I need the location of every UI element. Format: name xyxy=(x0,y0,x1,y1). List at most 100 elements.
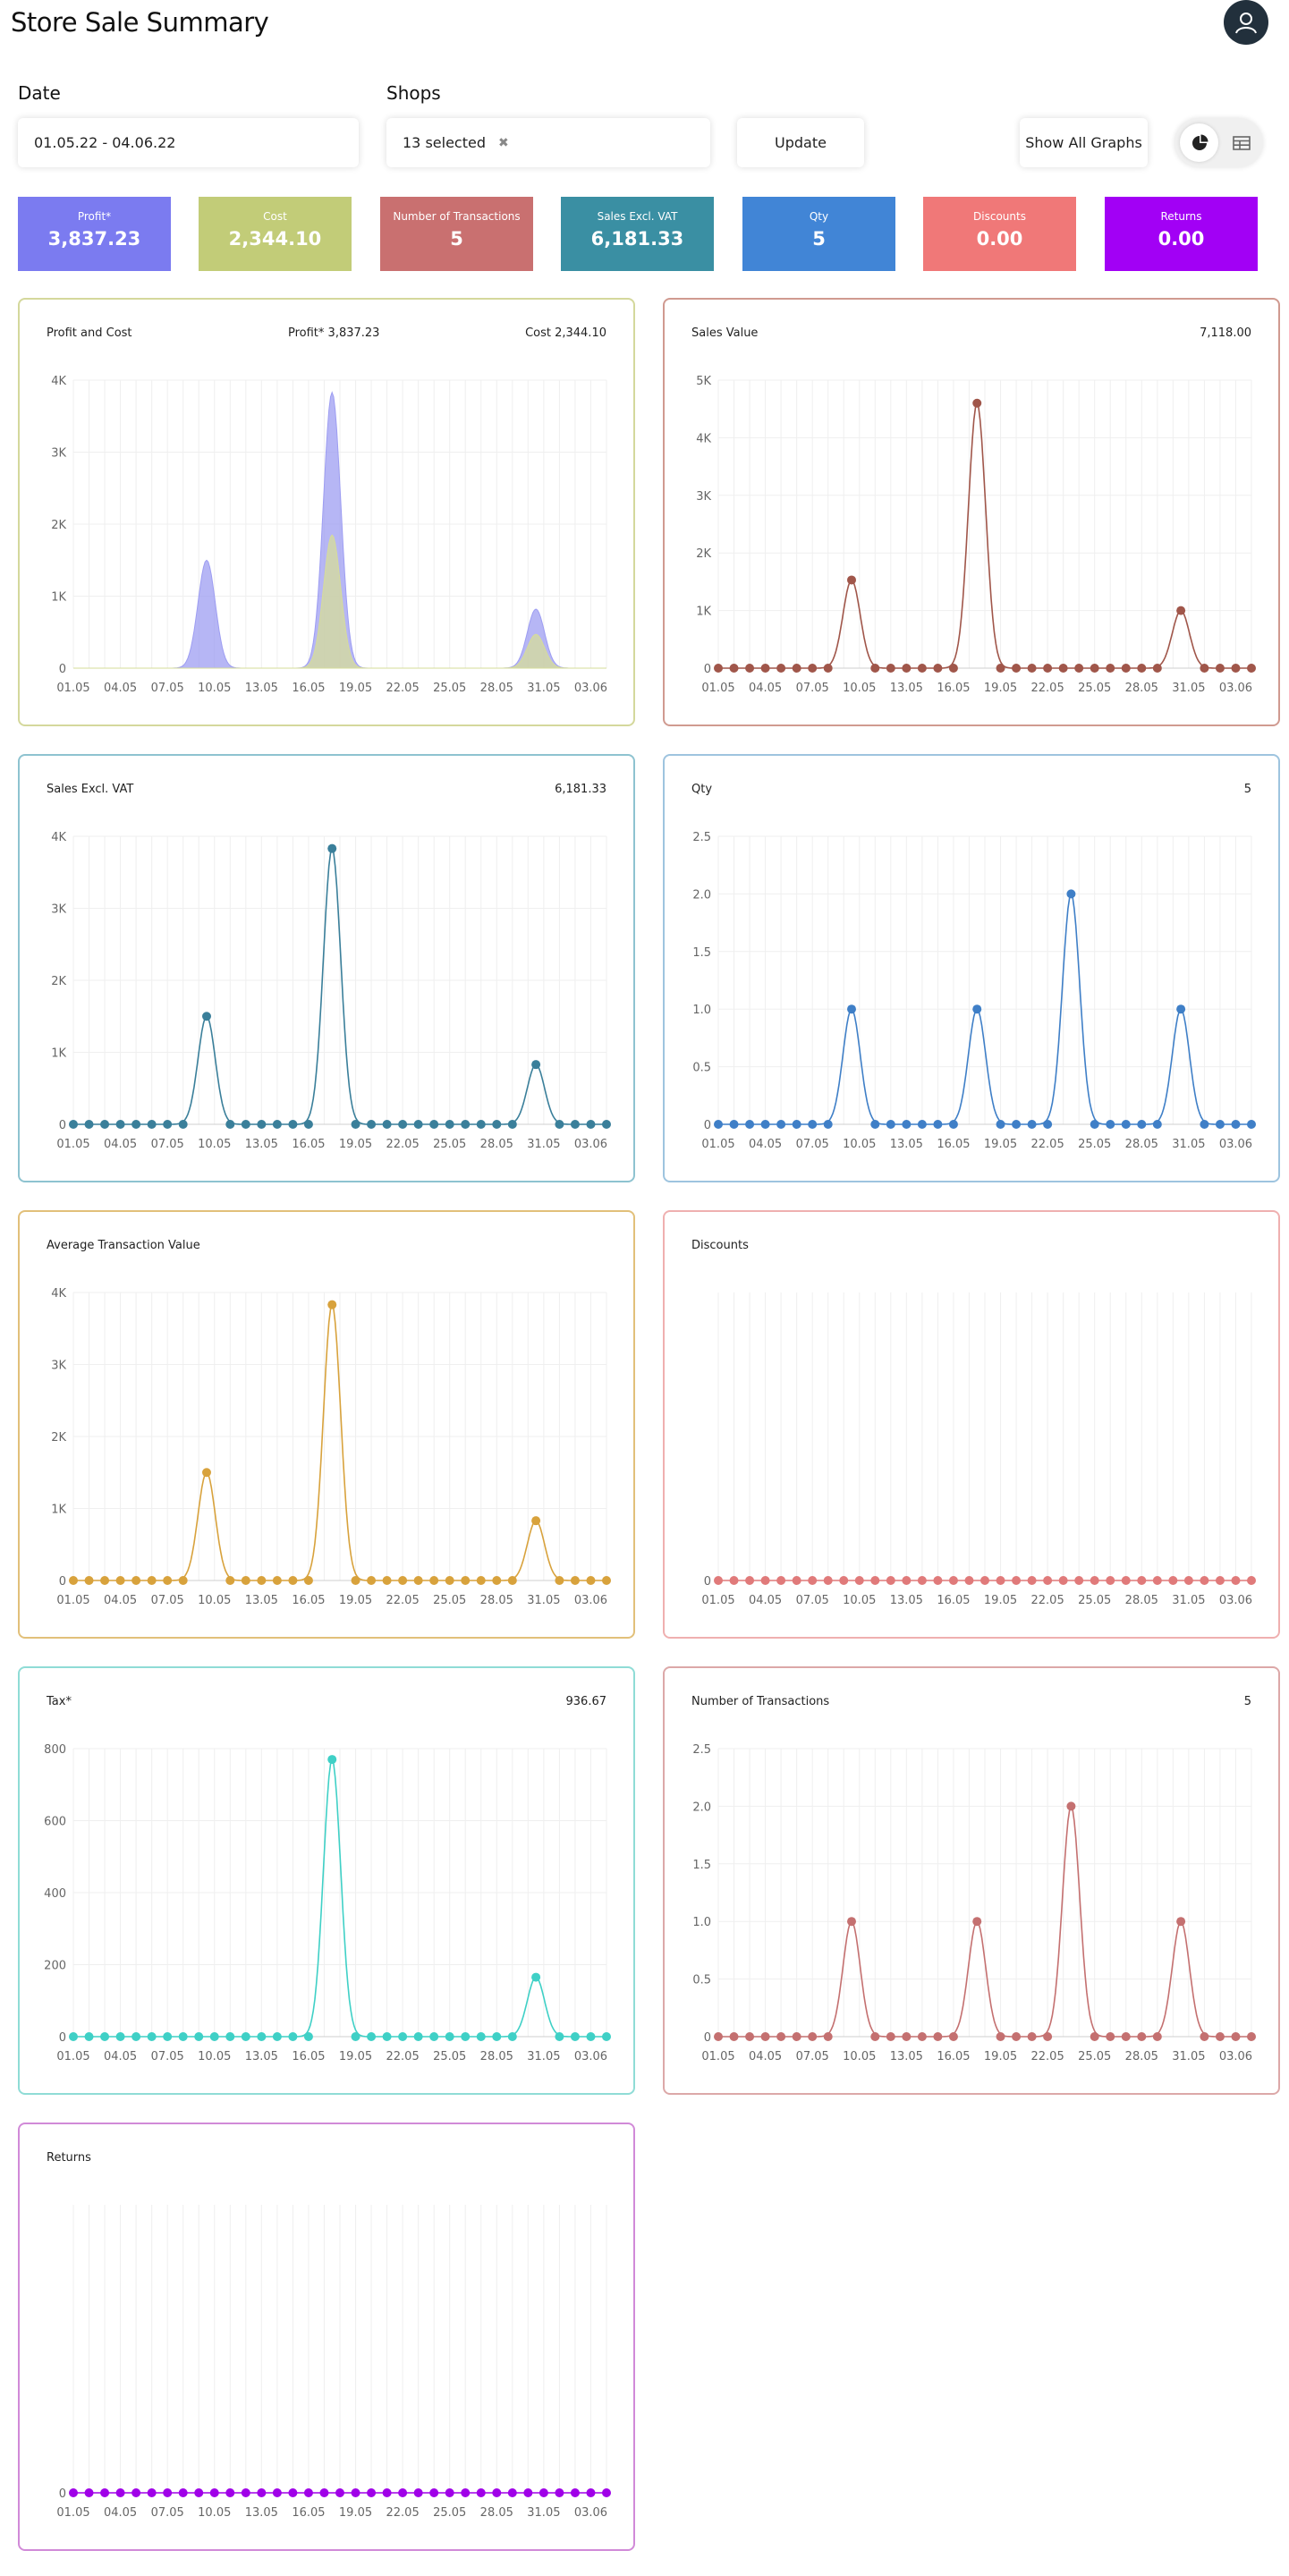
data-point xyxy=(1012,1576,1022,1585)
kpi-label: Qty xyxy=(809,210,829,223)
x-tick-label: 03.06 xyxy=(1219,2050,1252,2063)
chart-panel-average-transaction-value[interactable]: Average Transaction Value 0 1K 2K 3K 4K 01.05 0… xyxy=(18,1210,635,1639)
kpi-card-qty[interactable]: Qty 5 xyxy=(742,197,895,271)
chart-panel-tax[interactable]: Tax* 936.67 0 200 400 600 800 01.05 04.05 07.05 10… xyxy=(18,1666,635,2095)
data-point xyxy=(209,2488,219,2497)
data-point xyxy=(964,1576,974,1585)
data-point xyxy=(933,664,943,673)
y-tick-label: 2.0 xyxy=(692,888,711,902)
kpi-value: 0.00 xyxy=(976,228,1023,250)
data-point xyxy=(327,1755,337,1765)
chart-total: 936.67 xyxy=(565,1695,607,1708)
data-point xyxy=(808,1120,818,1129)
data-point xyxy=(996,664,1005,673)
data-point xyxy=(1090,664,1099,673)
chart-plot: 0 0.5 1.0 1.5 2.0 2.5 01.05 04.05 07.05 10.05 13.0… xyxy=(692,1743,1256,2063)
shops-select[interactable]: 13 selected ✖ xyxy=(386,118,710,167)
data-point xyxy=(69,2032,78,2041)
data-point xyxy=(492,1576,502,1585)
pie-chart-icon[interactable] xyxy=(1180,123,1218,162)
data-point xyxy=(241,1120,250,1129)
data-point xyxy=(288,1576,298,1585)
table-icon[interactable] xyxy=(1225,123,1259,162)
avatar-button[interactable] xyxy=(1224,0,1268,45)
x-tick-label: 28.05 xyxy=(1125,1594,1158,1607)
data-point xyxy=(1200,664,1209,673)
x-tick-label: 07.05 xyxy=(151,682,184,695)
kpi-label: Sales Excl. VAT xyxy=(597,210,678,223)
data-point xyxy=(823,2032,833,2041)
data-point xyxy=(100,2032,110,2041)
data-point xyxy=(100,2488,110,2497)
x-tick-label: 16.05 xyxy=(937,1138,970,1151)
y-tick-label: 1.0 xyxy=(692,1004,711,1017)
chart-panel-number-of-transactions[interactable]: Number of Transactions 5 0 0.5 1.0 1.5 2.0 2.5 0… xyxy=(663,1666,1280,2095)
y-tick-label: 2.5 xyxy=(692,1743,711,1757)
data-point xyxy=(1176,606,1186,615)
data-point xyxy=(507,1120,517,1129)
update-button[interactable]: Update xyxy=(737,118,864,167)
data-point xyxy=(745,664,755,673)
data-point xyxy=(972,398,982,408)
chart-panel-discounts[interactable]: Discounts 0 01.05 04.05 07.05 10.05 13.05 16.05… xyxy=(663,1210,1280,1639)
x-tick-label: 25.05 xyxy=(433,682,466,695)
chart-panel-returns[interactable]: Returns 0 01.05 04.05 07.05 10.05 13.05 16.05 19… xyxy=(18,2123,635,2551)
data-point xyxy=(1215,664,1225,673)
kpi-card-profit[interactable]: Profit* 3,837.23 xyxy=(18,197,171,271)
data-point xyxy=(948,1120,958,1129)
data-point xyxy=(745,1120,755,1129)
x-tick-label: 22.05 xyxy=(1031,1138,1064,1151)
data-point xyxy=(131,1120,141,1129)
page-title: Store Sale Summary xyxy=(11,7,269,38)
x-tick-label: 22.05 xyxy=(386,1138,420,1151)
data-point xyxy=(288,2488,298,2497)
kpi-card-returns[interactable]: Returns 0.00 xyxy=(1105,197,1258,271)
data-point xyxy=(115,2488,125,2497)
x-tick-label: 01.05 xyxy=(701,1594,734,1607)
data-point xyxy=(745,1576,755,1585)
data-point xyxy=(1066,889,1076,899)
clear-icon[interactable]: ✖ xyxy=(497,135,509,150)
user-icon xyxy=(1235,13,1257,34)
data-point xyxy=(476,2032,486,2041)
data-point xyxy=(382,2488,392,2497)
data-point xyxy=(507,1576,517,1585)
x-tick-label: 10.05 xyxy=(198,2506,231,2520)
x-tick-label: 04.05 xyxy=(104,2506,137,2520)
show-all-graphs-button[interactable]: Show All Graphs xyxy=(1020,118,1148,167)
line-series xyxy=(718,401,1251,669)
chart-panel-sales-excl-vat[interactable]: Sales Excl. VAT 6,181.33 0 1K 2K 3K 4K 01.05 04.… xyxy=(18,754,635,1182)
chart-plot: 0 01.05 04.05 07.05 10.05 13.05 16.05 19.05 22.0… xyxy=(701,1292,1256,1607)
chart-panel-qty[interactable]: Qty 5 0 0.5 1.0 1.5 2.0 2.5 01.05 04.05 07.05 10.05… xyxy=(663,754,1280,1182)
view-toggle[interactable] xyxy=(1175,118,1263,167)
data-point xyxy=(602,1576,611,1585)
data-point xyxy=(225,1120,235,1129)
y-tick-label: 600 xyxy=(44,1816,66,1829)
data-point xyxy=(147,1120,157,1129)
data-point xyxy=(115,1120,125,1129)
y-tick-label: 0 xyxy=(59,663,66,676)
data-point xyxy=(194,2488,204,2497)
data-point xyxy=(1106,1576,1115,1585)
kpi-card-sales-excl-vat[interactable]: Sales Excl. VAT 6,181.33 xyxy=(561,197,714,271)
kpi-card-discounts[interactable]: Discounts 0.00 xyxy=(923,197,1076,271)
kpi-card-number-of-transactions[interactable]: Number of Transactions 5 xyxy=(380,197,533,271)
data-point xyxy=(1137,2032,1147,2041)
data-point xyxy=(398,1120,408,1129)
data-point xyxy=(69,2488,78,2497)
data-point xyxy=(1137,664,1147,673)
chart-panel-sales-value[interactable]: Sales Value 7,118.00 0 1K 2K 3K 4K 5K 01.05 04.05… xyxy=(663,298,1280,726)
data-point xyxy=(257,2488,267,2497)
data-point xyxy=(1027,1576,1037,1585)
kpi-card-cost[interactable]: Cost 2,344.10 xyxy=(199,197,352,271)
x-tick-label: 25.05 xyxy=(433,2506,466,2520)
data-point xyxy=(1247,664,1256,673)
line-series xyxy=(718,1804,1251,2038)
data-point xyxy=(602,2032,611,2041)
x-tick-label: 04.05 xyxy=(749,682,782,695)
data-point xyxy=(1090,2032,1099,2041)
chart-panel-profit-and-cost[interactable]: Profit and Cost Profit* 3,837.23 Cost 2,34… xyxy=(18,298,635,726)
data-point xyxy=(602,2488,611,2497)
date-range-input[interactable]: 01.05.22 - 04.06.22 xyxy=(18,118,359,167)
data-point xyxy=(1043,2032,1053,2041)
